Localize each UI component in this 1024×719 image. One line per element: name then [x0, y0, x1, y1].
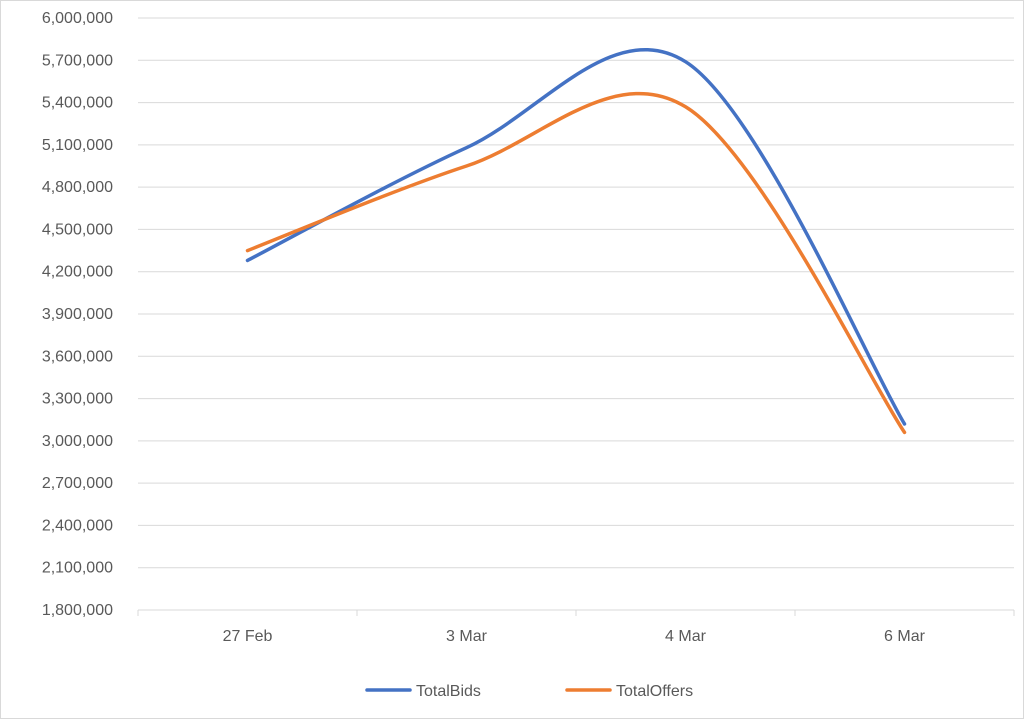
- x-tick-label: 4 Mar: [665, 628, 707, 645]
- y-tick-label: 5,700,000: [42, 52, 113, 69]
- y-tick-label: 6,000,000: [42, 10, 113, 27]
- y-tick-label: 4,800,000: [42, 179, 113, 196]
- legend: TotalBids TotalOffers: [365, 683, 693, 700]
- y-tick-label: 2,100,000: [42, 560, 113, 577]
- y-axis-ticks: 1,800,000 2,100,000 2,400,000 2,700,000 3,00…: [42, 10, 113, 619]
- gridlines: [138, 17, 1014, 569]
- x-tick-label: 6 Mar: [884, 628, 926, 645]
- x-tick-label: 27 Feb: [223, 628, 273, 645]
- series-line-totalbids: [245, 48, 907, 426]
- legend-label: TotalOffers: [616, 683, 693, 700]
- series-lines: [245, 48, 907, 435]
- y-tick-label: 4,500,000: [42, 221, 113, 238]
- x-tick-label: 3 Mar: [446, 628, 488, 645]
- y-tick-label: 3,000,000: [42, 433, 113, 450]
- y-tick-label: 2,400,000: [42, 517, 113, 534]
- y-tick-label: 4,200,000: [42, 264, 113, 281]
- x-axis: 27 Feb 3 Mar 4 Mar 6 Mar: [137, 609, 1015, 645]
- legend-label: TotalBids: [416, 683, 481, 700]
- y-tick-label: 5,100,000: [42, 137, 113, 154]
- y-tick-label: 2,700,000: [42, 475, 113, 492]
- y-tick-label: 5,400,000: [42, 95, 113, 112]
- y-tick-label: 1,800,000: [42, 602, 113, 619]
- y-tick-label: 3,300,000: [42, 391, 113, 408]
- series-line-totaloffers: [245, 91, 907, 435]
- y-tick-label: 3,900,000: [42, 306, 113, 323]
- y-tick-label: 3,600,000: [42, 348, 113, 365]
